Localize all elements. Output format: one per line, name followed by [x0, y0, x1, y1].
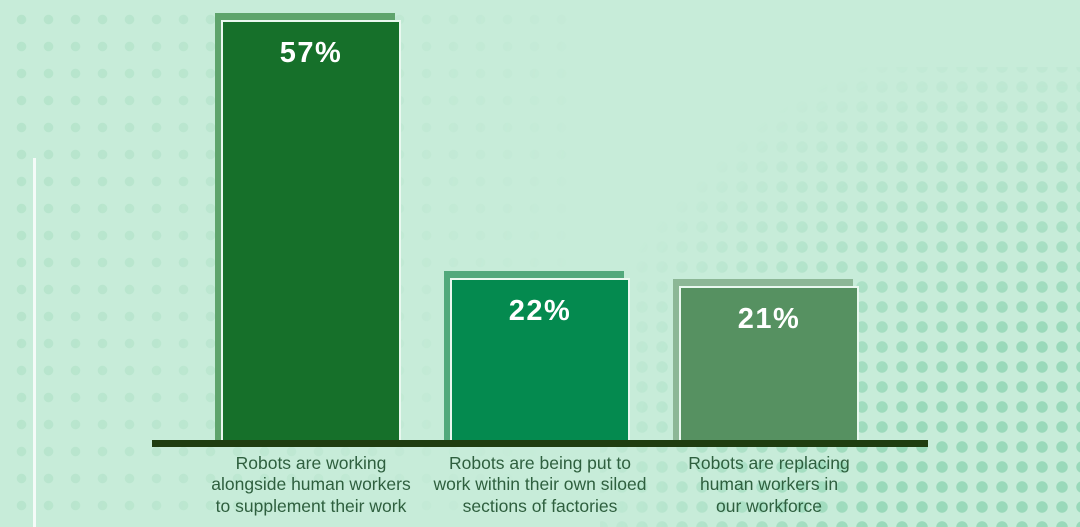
- bar-57-percent: 57%: [221, 20, 401, 441]
- bar-category-label: Robots are replacing human workers in ou…: [688, 453, 850, 516]
- x-axis-baseline: [152, 440, 928, 447]
- bar-category-label: Robots are working alongside human worke…: [211, 453, 411, 516]
- vertical-divider-line: [33, 158, 36, 527]
- bar-22-percent: 22%: [450, 278, 630, 441]
- bar-value-label: 57%: [279, 37, 343, 69]
- bar-category-label: Robots are being put to work within thei…: [433, 453, 647, 516]
- bar-value-label: 22%: [508, 295, 572, 327]
- bar-21-percent: 21%: [679, 286, 859, 441]
- bar-value-label: 21%: [737, 303, 801, 335]
